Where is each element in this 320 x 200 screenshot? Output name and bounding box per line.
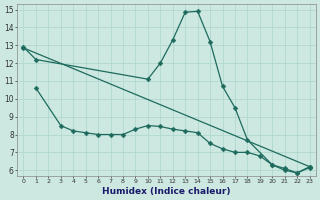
X-axis label: Humidex (Indice chaleur): Humidex (Indice chaleur) bbox=[102, 187, 231, 196]
